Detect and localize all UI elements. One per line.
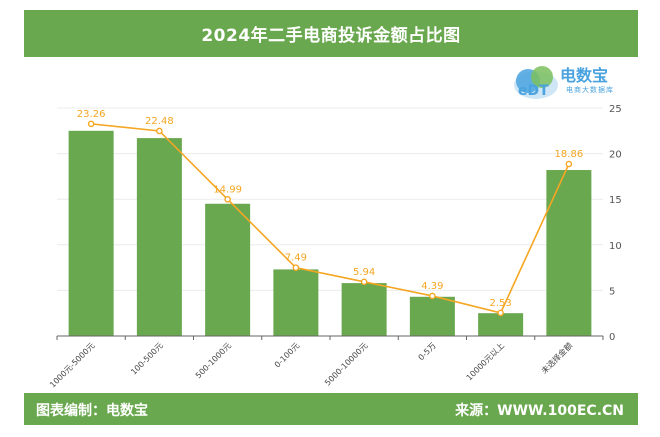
x-tick-label: 10000元以上 <box>465 341 506 382</box>
x-tick-label: 100-500元 <box>129 341 165 377</box>
x-tick-label: 500-1000元 <box>194 341 233 380</box>
line-point <box>292 264 300 271</box>
data-label: 22.48 <box>145 116 174 127</box>
data-label: 2.53 <box>489 298 511 309</box>
line-point <box>497 309 504 317</box>
bar <box>273 269 319 336</box>
x-tick-label: 5000-10000元 <box>323 341 369 387</box>
x-tick-label: 未选择金额 <box>539 340 574 375</box>
y-tick-label: 20 <box>609 150 622 161</box>
chart-title-bar: 2024年二手电商投诉金额占比图 <box>24 10 638 57</box>
cloud-logo-icon: eDT <box>514 66 558 99</box>
line-point <box>565 160 573 168</box>
data-labels: 23.26 22.48 14.99 7.49 5.94 4.39 2.53 18.86 <box>77 109 583 309</box>
data-label: 23.26 <box>77 109 106 120</box>
line-point <box>224 195 231 203</box>
data-label: 7.49 <box>285 253 307 264</box>
bar <box>478 313 524 336</box>
data-label: 14.99 <box>213 184 242 195</box>
y-tick-label: 10 <box>609 241 622 252</box>
footer-source: 来源：WWW.100EC.CN <box>455 403 624 419</box>
y-tick-label: 25 <box>609 104 622 115</box>
line-point <box>429 292 436 300</box>
bar <box>205 203 251 336</box>
bar <box>68 130 114 336</box>
bar <box>136 138 182 336</box>
x-tick-label: 0-5万 <box>417 341 438 362</box>
svg-text:eDT: eDT <box>518 83 549 99</box>
line-point <box>156 127 163 135</box>
axes: 0 5 10 15 20 25 1000元-5000元 100-500元 500-1000元 0-… <box>48 104 622 390</box>
line-path <box>91 123 570 314</box>
y-tick-label: 0 <box>609 332 615 343</box>
footer-credit: 图表编制：电数宝 <box>36 403 148 419</box>
data-label: 4.39 <box>421 281 443 292</box>
footer-bar: 图表编制：电数宝 来源：WWW.100EC.CN <box>24 393 638 425</box>
y-tick-label: 5 <box>609 286 615 297</box>
logo-tagline: 电商大数据库 <box>566 86 614 94</box>
bar <box>409 296 455 336</box>
bar <box>546 170 592 336</box>
logo-name: 电数宝 <box>560 66 609 85</box>
line-series <box>87 120 573 317</box>
chart-title: 2024年二手电商投诉金额占比图 <box>201 26 461 46</box>
line-point <box>87 120 95 128</box>
x-tick-label: 1000元-5000元 <box>48 341 97 390</box>
data-label: 18.86 <box>555 149 584 160</box>
bar-series <box>68 130 592 336</box>
line-point <box>360 278 368 286</box>
x-tick-label: 0-100元 <box>273 341 301 369</box>
y-tick-label: 15 <box>609 195 622 206</box>
bar <box>341 283 387 336</box>
data-label: 5.94 <box>353 267 375 278</box>
